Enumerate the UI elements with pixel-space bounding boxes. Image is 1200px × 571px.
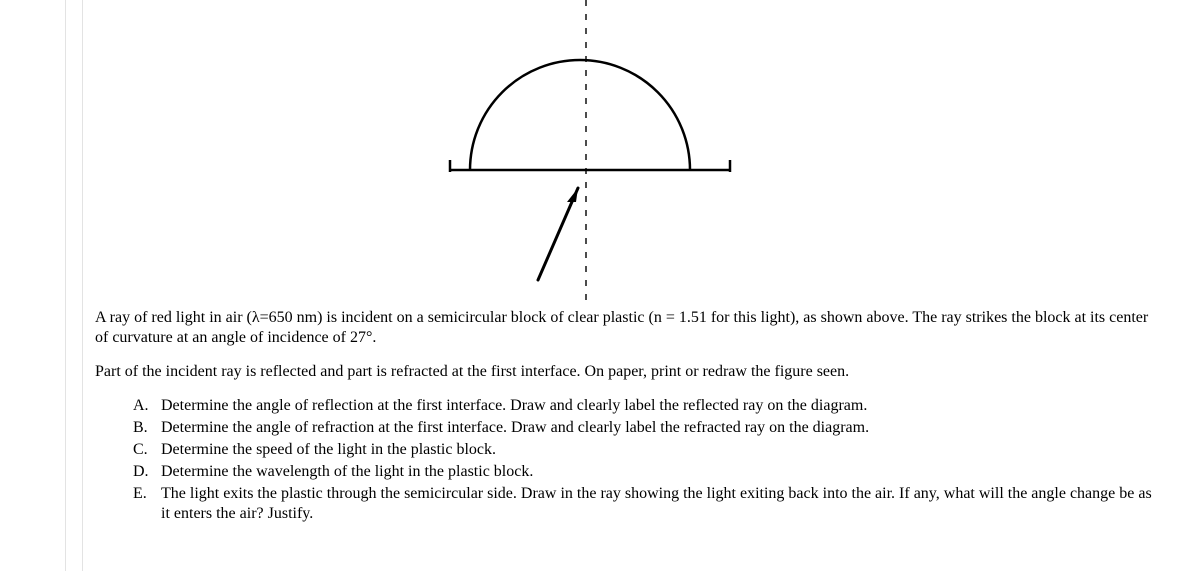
question-text: Determine the angle of refraction at the… <box>161 419 869 436</box>
question-text: Determine the wavelength of the light in… <box>161 463 533 480</box>
question-letter: A. <box>133 396 155 416</box>
semicircle-diagram <box>400 0 760 300</box>
figure-holder <box>95 0 1155 300</box>
question-b: B. Determine the angle of refraction at t… <box>133 418 1155 438</box>
question-text: Determine the speed of the light in the … <box>161 441 496 458</box>
question-letter: E. <box>133 484 155 504</box>
question-letter: C. <box>133 440 155 460</box>
question-c: C. Determine the speed of the light in th… <box>133 440 1155 460</box>
question-e: E. The light exits the plastic through th… <box>133 484 1155 524</box>
question-a: A. Determine the angle of reflection at t… <box>133 396 1155 416</box>
question-text: Determine the angle of reflection at the… <box>161 397 867 414</box>
page: A ray of red light in air (λ=650 nm) is … <box>0 0 1200 571</box>
question-list: A. Determine the angle of reflection at t… <box>95 396 1155 524</box>
intro-paragraph-2: Part of the incident ray is reflected an… <box>95 362 1155 382</box>
intro-paragraph-1: A ray of red light in air (λ=650 nm) is … <box>95 308 1155 348</box>
margin-rule-2 <box>82 0 83 571</box>
content-region: A ray of red light in air (λ=650 nm) is … <box>95 0 1155 526</box>
question-d: D. Determine the wavelength of the light … <box>133 462 1155 482</box>
question-letter: D. <box>133 462 155 482</box>
margin-rule-1 <box>65 0 66 571</box>
question-letter: B. <box>133 418 155 438</box>
question-text: The light exits the plastic through the … <box>161 485 1152 522</box>
